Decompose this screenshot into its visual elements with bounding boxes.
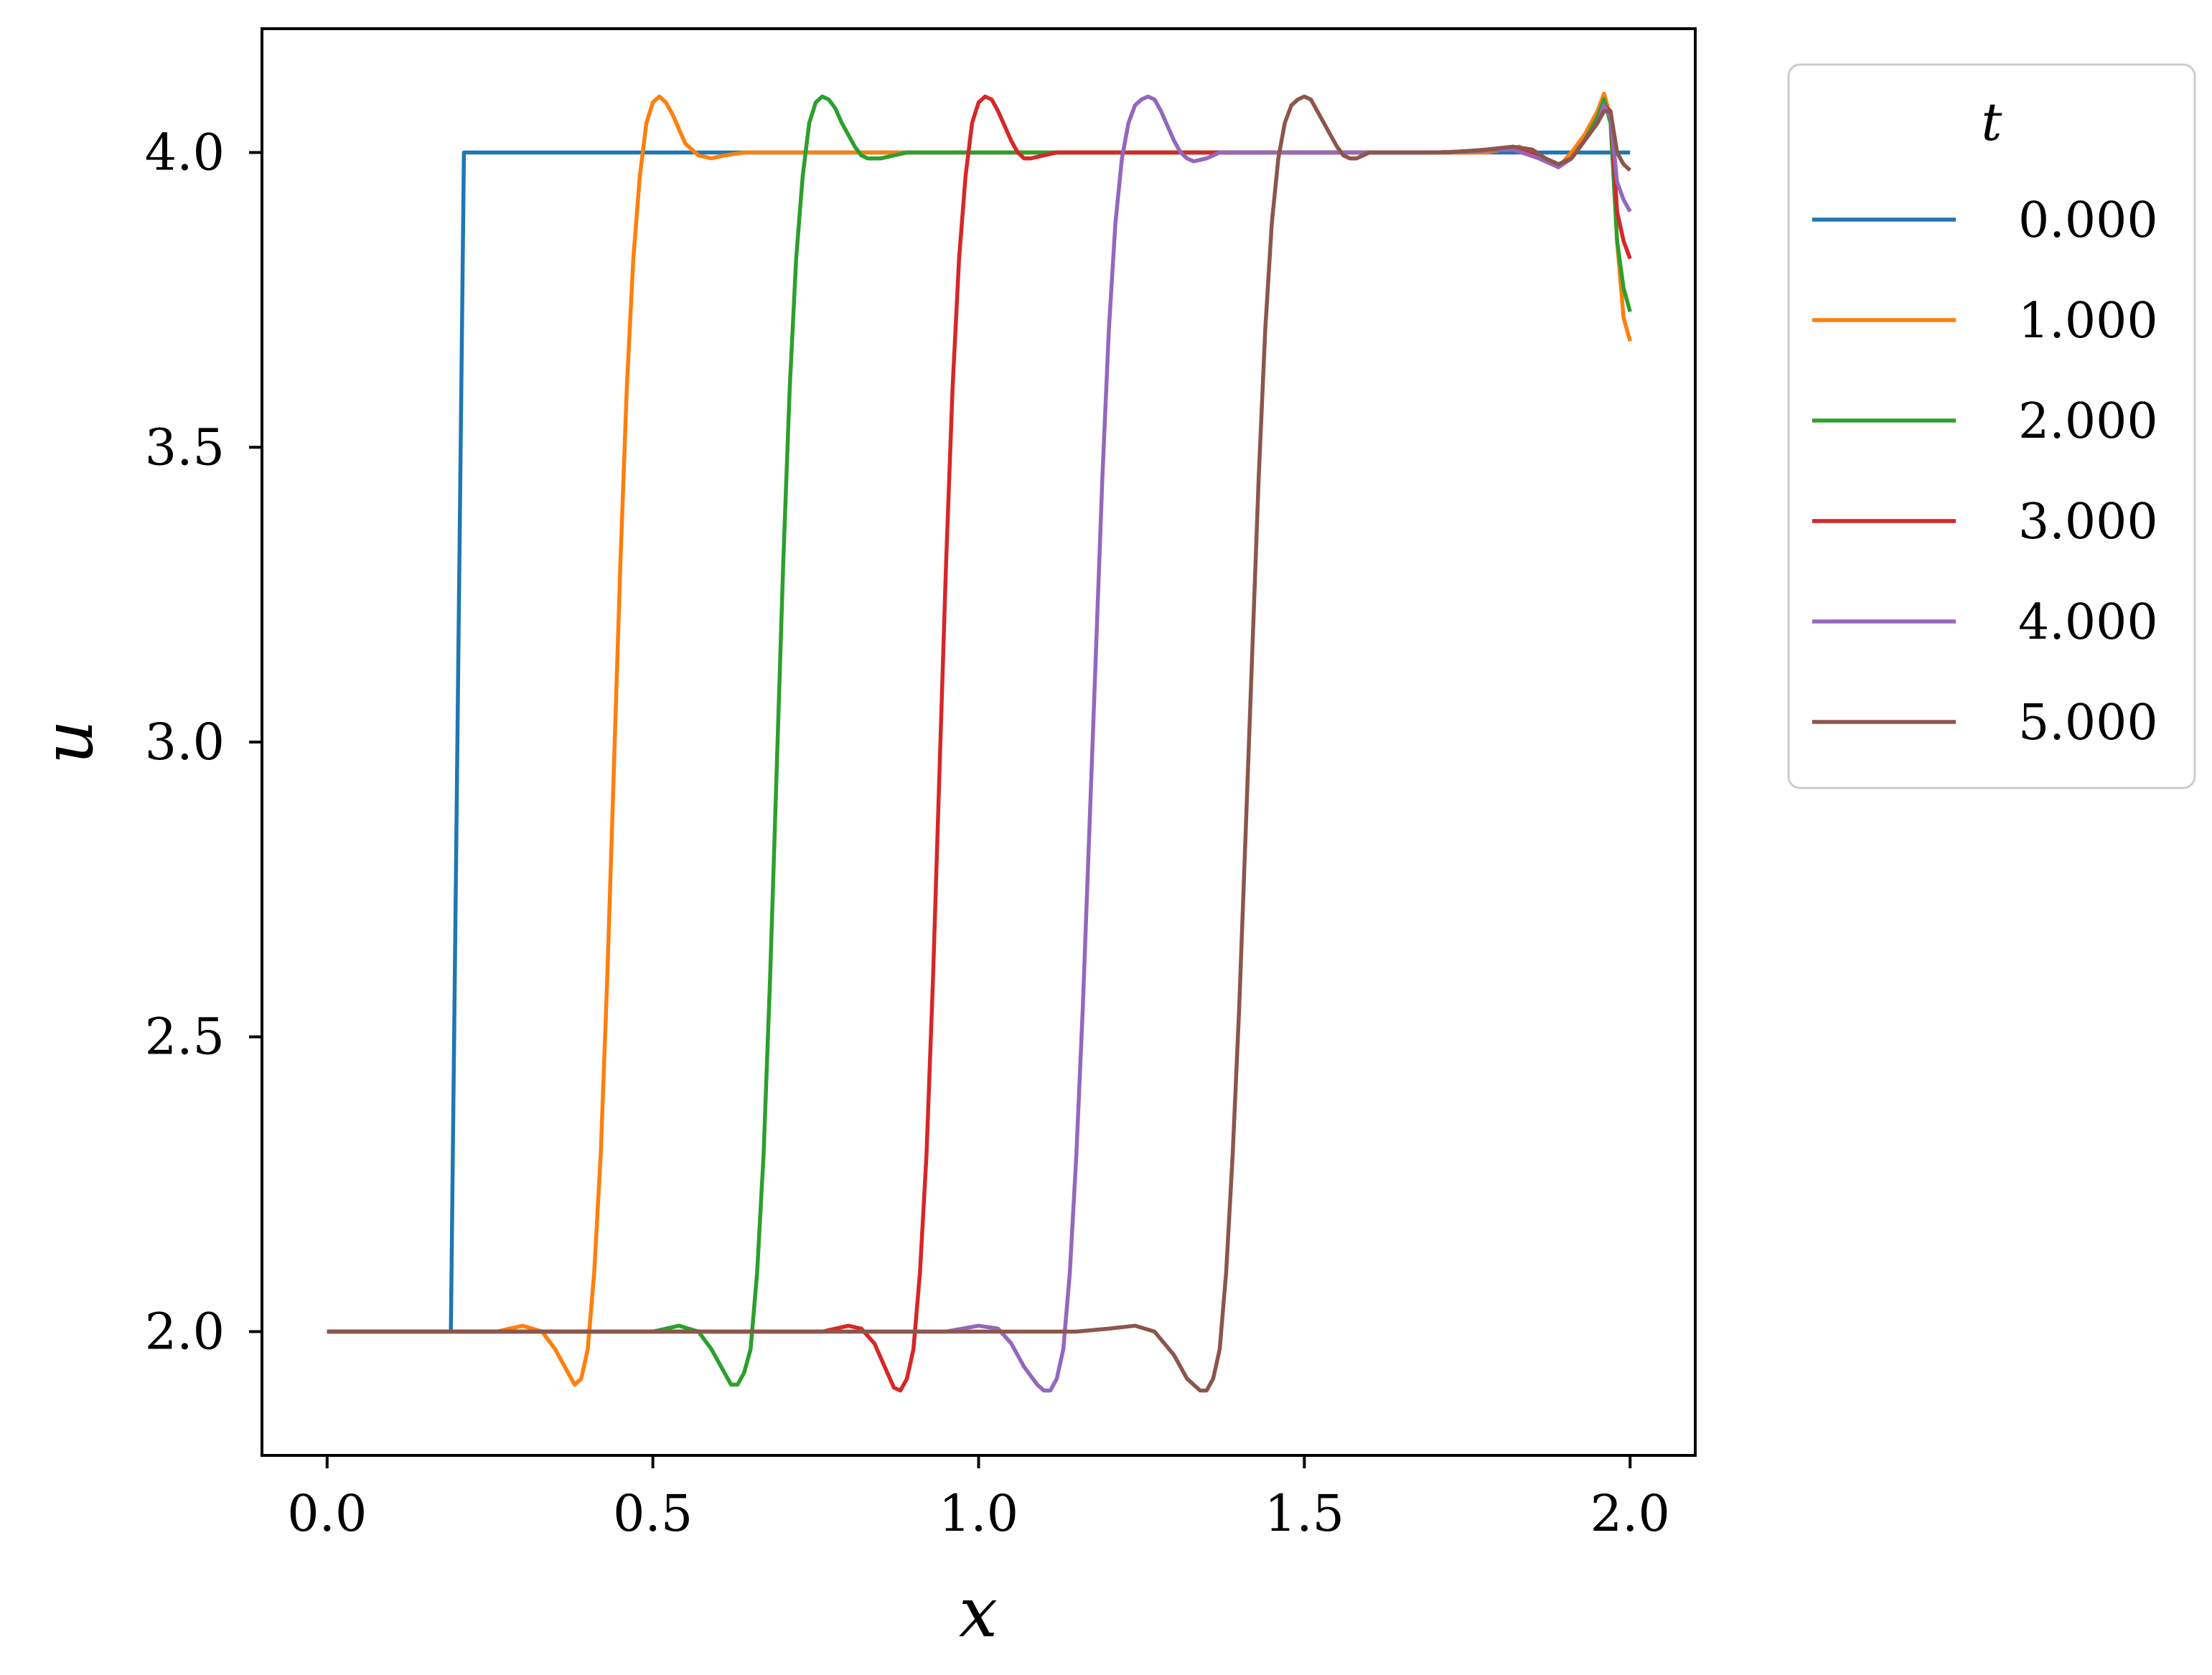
y-tick-label: 4.0 [145,123,225,182]
series-layer [327,91,1632,1393]
legend-label: 1.000 [2018,293,2158,349]
x-tick-label: 1.5 [1265,1484,1344,1543]
legend-entries: 0.000 1.000 2.000 3.000 4.000 5.000 [1812,192,2158,751]
x-tick-label: 1.0 [939,1484,1018,1543]
series-line-t-4.000 [327,94,1632,1393]
legend-label: 3.000 [2018,494,2158,550]
y-tick-label: 3.0 [145,713,225,771]
series-line-t-1.000 [327,91,1632,1387]
x-tick-label: 0.5 [613,1484,693,1543]
y-tick-label: 2.0 [145,1302,225,1361]
y-tick-label: 2.5 [145,1008,225,1066]
x-tick-label: 2.0 [1590,1484,1670,1543]
legend: t 0.000 1.000 2.000 3.000 4.000 5.000 [1787,63,2196,789]
x-axis-title: x [959,1572,998,1653]
y-axis-ticks: 2.0 2.5 3.0 3.5 4.0 [145,123,262,1361]
legend-box [1787,63,2196,789]
y-axis-title: u [28,720,108,764]
legend-title: t [1982,92,2003,152]
series-line-t-5.000 [327,94,1632,1393]
x-axis-ticks: 0.0 0.5 1.0 1.5 2.0 [287,1455,1670,1543]
legend-label: 5.000 [2018,695,2158,751]
legend-label: 4.000 [2018,594,2158,651]
legend-label: 2.000 [2018,393,2158,450]
legend-label: 0.000 [2018,192,2158,249]
x-tick-label: 0.0 [287,1484,367,1543]
y-tick-label: 3.5 [145,418,225,477]
